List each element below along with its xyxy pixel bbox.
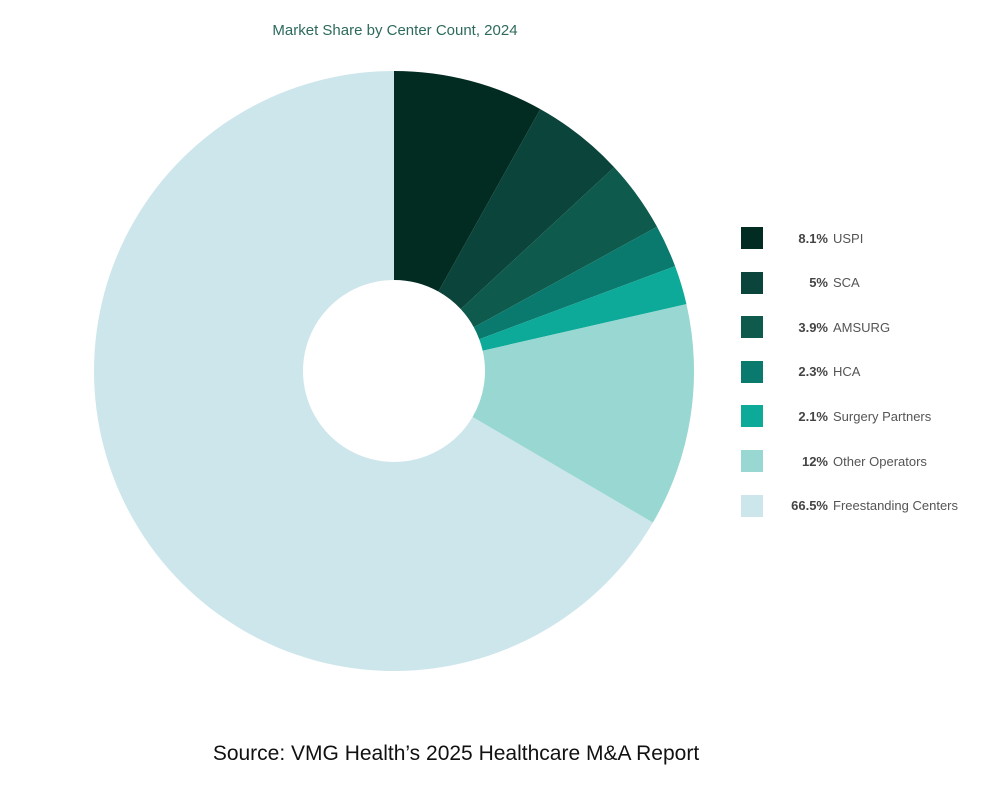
legend-label: SCA: [833, 275, 860, 291]
slice-other-operators: [472, 304, 695, 523]
legend-item: 66.5% Freestanding Centers: [741, 494, 959, 517]
slice-hca: [473, 226, 676, 340]
legend-label: Surgery Partners: [833, 408, 932, 424]
legend-swatch: [741, 316, 763, 339]
legend-value: 3.9%: [798, 319, 828, 335]
slice-amsurg: [460, 167, 658, 328]
slice-freestanding-centers: [94, 71, 653, 671]
source-caption: Source: VMG Health’s 2025 Healthcare M&A…: [212, 742, 700, 765]
slice-sca: [438, 109, 615, 310]
legend-label: Freestanding Centers: [833, 498, 959, 514]
legend-item: 2.3% HCA: [741, 360, 861, 383]
legend-value: 2.3%: [798, 364, 828, 380]
legend-swatch: [741, 405, 763, 428]
legend-label: AMSURG: [833, 319, 891, 335]
legend-value: 8.1%: [798, 230, 828, 246]
legend-item: 3.9% AMSURG: [741, 316, 891, 339]
legend-item: 12% Other Operators: [741, 450, 927, 472]
chart-title: Market Share by Center Count, 2024: [272, 22, 518, 39]
legend-swatch: [741, 494, 763, 517]
legend-value: 5%: [809, 275, 828, 291]
legend-swatch: [741, 450, 763, 472]
legend-label: USPI: [833, 230, 864, 246]
legend-swatch: [741, 271, 763, 294]
legend-value: 12%: [801, 453, 828, 469]
legend-value: 66.5%: [791, 498, 828, 514]
legend-swatch: [741, 360, 763, 383]
legend-swatch: [741, 227, 763, 249]
legend-label: HCA: [833, 364, 861, 380]
slice-uspi: [394, 71, 541, 292]
legend-value: 2.1%: [798, 408, 828, 424]
legend-item: 8.1% USPI: [741, 227, 863, 249]
legend-item: 5% SCA: [741, 271, 860, 294]
legend-item: 2.1% Surgery Partners: [741, 405, 932, 428]
slice-surgery-partners: [479, 266, 687, 351]
legend-label: Other Operators: [833, 453, 927, 469]
